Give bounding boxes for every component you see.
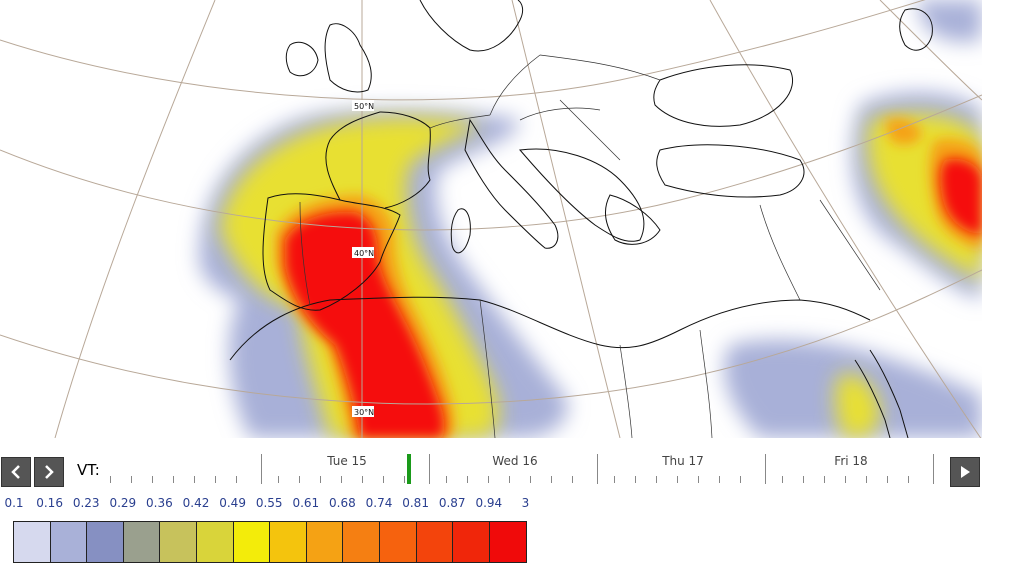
legend-swatch xyxy=(233,522,271,562)
legend-value: 0.81 xyxy=(402,496,429,510)
legend-value: 0.61 xyxy=(292,496,320,510)
lat-label-40: 40°N xyxy=(354,249,374,258)
timeline-minor-tick xyxy=(677,476,678,483)
play-button[interactable] xyxy=(950,457,980,487)
legend-value: 0.16 xyxy=(36,496,63,510)
timeline-minor-tick xyxy=(845,476,846,483)
timeline-minor-tick xyxy=(866,476,867,483)
timeline-minor-tick xyxy=(509,476,510,483)
timeline-minor-tick xyxy=(236,476,237,483)
legend-value: 0.68 xyxy=(329,496,356,510)
timeline-minor-tick xyxy=(110,476,111,483)
graticule xyxy=(0,0,982,438)
legend-value: 0.29 xyxy=(109,496,137,510)
timeline-day-tick xyxy=(597,454,598,484)
lat-label-30: 30°N xyxy=(354,408,374,417)
current-time-marker[interactable] xyxy=(407,454,411,484)
timeline-minor-tick xyxy=(803,476,804,483)
dust-forecast-map: 50°N 40°N 30°N xyxy=(0,0,982,438)
legend-value: 0.1 xyxy=(4,496,24,510)
legend-values: 0.1 0.16 0.23 0.29 0.36 0.42 0.49 0.55 0.61 0.68 0… xyxy=(0,496,560,512)
timeline-minor-tick xyxy=(404,476,405,483)
legend-value: 0.94 xyxy=(475,496,503,510)
timeline-day-label: Thu 17 xyxy=(662,454,704,468)
timeline-minor-tick xyxy=(446,476,447,483)
timeline-minor-tick xyxy=(635,476,636,483)
legend-swatch xyxy=(453,522,490,562)
timeline-minor-tick xyxy=(740,476,741,483)
timeline-day-tick xyxy=(933,454,934,484)
legend-swatch xyxy=(416,522,454,562)
legend-value: 0.74 xyxy=(365,496,393,510)
timeline-minor-tick xyxy=(299,476,300,483)
chevron-right-icon xyxy=(42,464,56,480)
legend-swatch xyxy=(196,522,234,562)
timeline-minor-tick xyxy=(656,476,657,483)
timeline-minor-tick xyxy=(698,476,699,483)
chevron-left-icon xyxy=(9,464,23,480)
legend-swatch xyxy=(14,522,51,562)
timeline-day-tick xyxy=(765,454,766,484)
valid-time-label: VT: xyxy=(77,461,100,479)
legend-swatch xyxy=(50,522,88,562)
timeline-minor-tick xyxy=(614,476,615,483)
legend-swatch xyxy=(379,522,417,562)
timeline-minor-tick xyxy=(341,476,342,483)
timeline-minor-tick xyxy=(551,476,552,483)
timeline-day-label: Wed 16 xyxy=(492,454,538,468)
timeline-minor-tick xyxy=(362,476,363,483)
time-controls: VT: Tue 15 Wed 16 Thu 17 Fri 18 0.1 0.16 0.23… xyxy=(0,438,1024,576)
legend-value: 0.87 xyxy=(438,496,466,510)
timeline-minor-tick xyxy=(152,476,153,483)
timeline-minor-tick xyxy=(131,476,132,483)
timeline-minor-tick xyxy=(173,476,174,483)
timeline-minor-tick xyxy=(383,476,384,483)
timeline-minor-tick xyxy=(887,476,888,483)
timeline-minor-tick xyxy=(215,476,216,483)
color-legend xyxy=(13,521,528,563)
timeline-day-label: Tue 15 xyxy=(327,454,367,468)
legend-swatch xyxy=(87,522,124,562)
timeline-slider[interactable]: Tue 15 Wed 16 Thu 17 Fri 18 xyxy=(110,450,940,490)
latitude-labels: 50°N 40°N 30°N xyxy=(352,100,374,417)
legend-value: 0.42 xyxy=(182,496,210,510)
timeline-minor-tick xyxy=(278,476,279,483)
lat-label-50: 50°N xyxy=(354,102,374,111)
legend-swatch xyxy=(489,522,527,562)
prev-step-button[interactable] xyxy=(1,457,31,487)
legend-swatch xyxy=(343,522,380,562)
timeline-minor-tick xyxy=(530,476,531,483)
legend-swatch xyxy=(270,522,307,562)
legend-value: 0.36 xyxy=(146,496,173,510)
timeline-minor-tick xyxy=(782,476,783,483)
legend-value: 0.23 xyxy=(72,496,100,510)
legend-swatch xyxy=(160,522,197,562)
timeline-minor-tick xyxy=(908,476,909,483)
map-view[interactable]: 50°N 40°N 30°N xyxy=(0,0,982,438)
timeline-minor-tick xyxy=(467,476,468,483)
timeline-day-label: Fri 18 xyxy=(834,454,868,468)
timeline-minor-tick xyxy=(824,476,825,483)
timeline-minor-tick xyxy=(194,476,195,483)
borders xyxy=(299,54,881,438)
timeline-day-tick xyxy=(261,454,262,484)
legend-value: 0.49 xyxy=(219,496,246,510)
timeline-minor-tick xyxy=(719,476,720,483)
legend-swatch xyxy=(123,522,161,562)
legend-value: 0.55 xyxy=(255,496,283,510)
legend-value: 3 xyxy=(521,496,530,510)
timeline-minor-tick xyxy=(488,476,489,483)
forecast-field xyxy=(199,0,982,438)
timeline-minor-tick xyxy=(320,476,321,483)
coastlines xyxy=(229,0,933,438)
timeline-day-tick xyxy=(429,454,430,484)
legend-swatch xyxy=(306,522,344,562)
play-icon xyxy=(958,464,972,480)
next-step-button[interactable] xyxy=(34,457,64,487)
timeline-minor-tick xyxy=(572,476,573,483)
